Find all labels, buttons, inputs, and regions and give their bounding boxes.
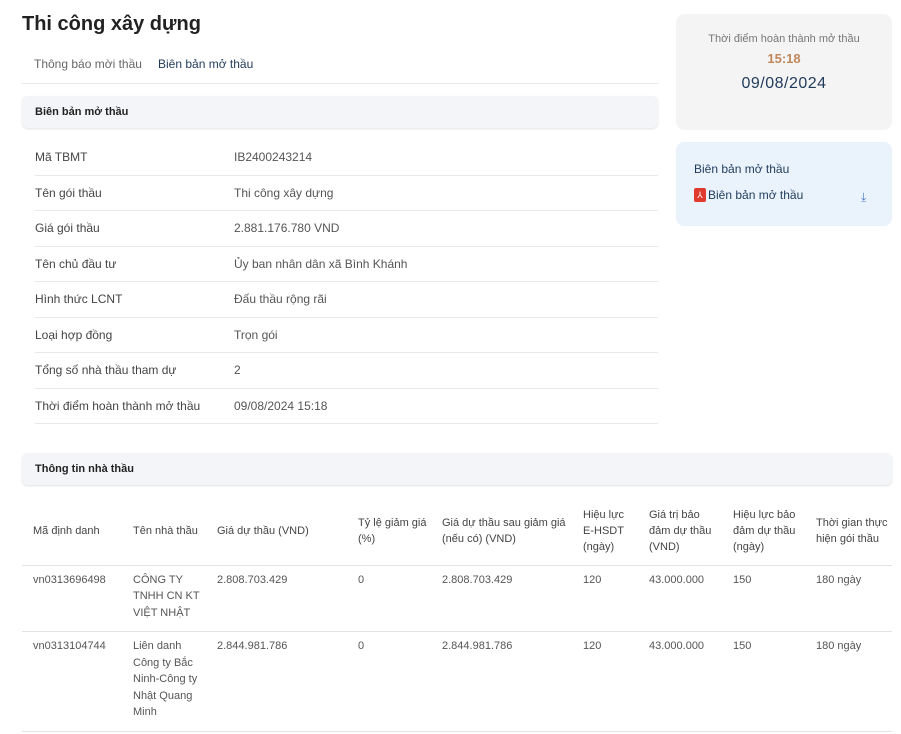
info-label: Mã TBMT <box>35 150 88 165</box>
document-card: Biên bản mở thầu ⅄ Biên bản mở thầu ⤓ <box>676 142 892 226</box>
table-row: vn0313696498 CÔNG TY TNHH CN KT VIỆT NHẬT… <box>22 565 892 632</box>
table-cell: 150 <box>722 565 805 632</box>
table-row: vn0313104744 Liên danh Công ty Bắc Ninh-C… <box>22 631 892 732</box>
info-label: Tổng số nhà thầu tham dự <box>35 363 177 378</box>
info-row: Tên gói thầu Thi công xây dựng <box>35 176 658 211</box>
info-row: Hình thức LCNT Đấu thầu rộng rãi <box>35 282 658 318</box>
section-header-nha-thau: Thông tin nhà thầu <box>22 453 892 485</box>
completion-time-label: Thời điểm hoàn thành mở thầu <box>708 33 860 45</box>
info-row: Thời điểm hoàn thành mở thầu 09/08/2024 1… <box>35 389 658 424</box>
info-label: Tên gói thầu <box>35 185 102 200</box>
table-cell: 2.808.703.429 <box>206 565 347 632</box>
table-cell: vn0313104744 <box>22 631 122 732</box>
table-cell: CÔNG TY TNHH CN KT VIỆT NHẬT <box>122 565 206 632</box>
column-header: Tên nhà thầu <box>122 498 206 566</box>
table-cell: 120 <box>572 631 638 732</box>
table-cell: 2.808.703.429 <box>431 565 572 632</box>
info-row: Loại hợp đồng Trọn gói <box>35 318 658 353</box>
info-value: Trọn gói <box>234 327 278 342</box>
column-header: Giá trị bảo đảm dự thầu (VND) <box>638 498 722 566</box>
column-header: Tỷ lệ giảm giá (%) <box>347 498 431 566</box>
completion-time: 15:18 <box>767 51 801 66</box>
info-row: Mã TBMT IB2400243214 <box>35 140 658 176</box>
info-value: Thi công xây dựng <box>234 185 334 200</box>
column-header: Mã định danh <box>22 498 122 566</box>
column-header: Giá dự thầu (VND) <box>206 498 347 566</box>
bidders-table: Mã định danh Tên nhà thầu Giá dự thầu (VND… <box>22 498 892 732</box>
table-header-row: Mã định danh Tên nhà thầu Giá dự thầu (VND… <box>22 498 892 566</box>
tab-divider <box>22 83 658 84</box>
table-cell: Liên danh Công ty Bắc Ninh-Công ty Nhật … <box>122 631 206 732</box>
table-cell: 2.844.981.786 <box>431 631 572 732</box>
section-header-bien-ban: Biên bản mở thầu <box>22 96 658 128</box>
download-icon[interactable]: ⤓ <box>861 190 867 204</box>
column-header: Hiệu lực bảo đảm dự thầu (ngày) <box>722 498 805 566</box>
table-cell: 180 ngày <box>805 565 892 632</box>
info-label: Thời điểm hoàn thành mở thầu <box>35 398 201 413</box>
table-cell: 180 ngày <box>805 631 892 732</box>
column-header: Thời gian thực hiện gói thầu <box>805 498 892 566</box>
page-title: Thi công xây dựng <box>22 13 201 35</box>
column-header: Hiệu lực E-HSDT (ngày) <box>572 498 638 566</box>
table-cell: vn0313696498 <box>22 565 122 632</box>
table-cell: 43.000.000 <box>638 631 722 732</box>
info-value: IB2400243214 <box>234 150 313 165</box>
info-value: 09/08/2024 15:18 <box>234 398 328 413</box>
info-label: Giá gói thầu <box>35 221 100 236</box>
completion-date: 09/08/2024 <box>741 75 827 92</box>
info-row: Tên chủ đầu tư Ủy ban nhân dân xã Bình Kh… <box>35 247 658 282</box>
info-value: Ủy ban nhân dân xã Bình Khánh <box>234 256 408 271</box>
info-value: 2.881.176.780 VND <box>234 221 340 236</box>
table-cell: 0 <box>347 631 431 732</box>
table-cell: 150 <box>722 631 805 732</box>
info-value: 2 <box>234 363 241 378</box>
info-row: Giá gói thầu 2.881.176.780 VND <box>35 211 658 247</box>
table-cell: 120 <box>572 565 638 632</box>
info-label: Loại hợp đồng <box>35 327 113 342</box>
column-header: Giá dự thầu sau giảm giá (nếu có) (VND) <box>431 498 572 566</box>
table-cell: 2.844.981.786 <box>206 631 347 732</box>
info-value: Đấu thầu rộng rãi <box>234 292 327 307</box>
table-cell: 43.000.000 <box>638 565 722 632</box>
info-label: Tên chủ đầu tư <box>35 256 117 271</box>
document-link[interactable]: ⅄ Biên bản mở thầu <box>694 188 803 202</box>
info-row: Tổng số nhà thầu tham dự 2 <box>35 353 658 389</box>
document-card-title: Biên bản mở thầu <box>694 162 790 176</box>
tab-thong-bao-moi-thau[interactable]: Thông báo mời thầu <box>34 57 142 71</box>
document-link-label: Biên bản mở thầu <box>708 188 804 202</box>
completion-time-card: Thời điểm hoàn thành mở thầu 15:18 09/08… <box>676 14 892 130</box>
tab-bien-ban-mo-thau[interactable]: Biên bản mở thầu <box>158 57 254 71</box>
table-cell: 0 <box>347 565 431 632</box>
pdf-icon: ⅄ <box>694 188 706 202</box>
info-label: Hình thức LCNT <box>35 292 123 307</box>
